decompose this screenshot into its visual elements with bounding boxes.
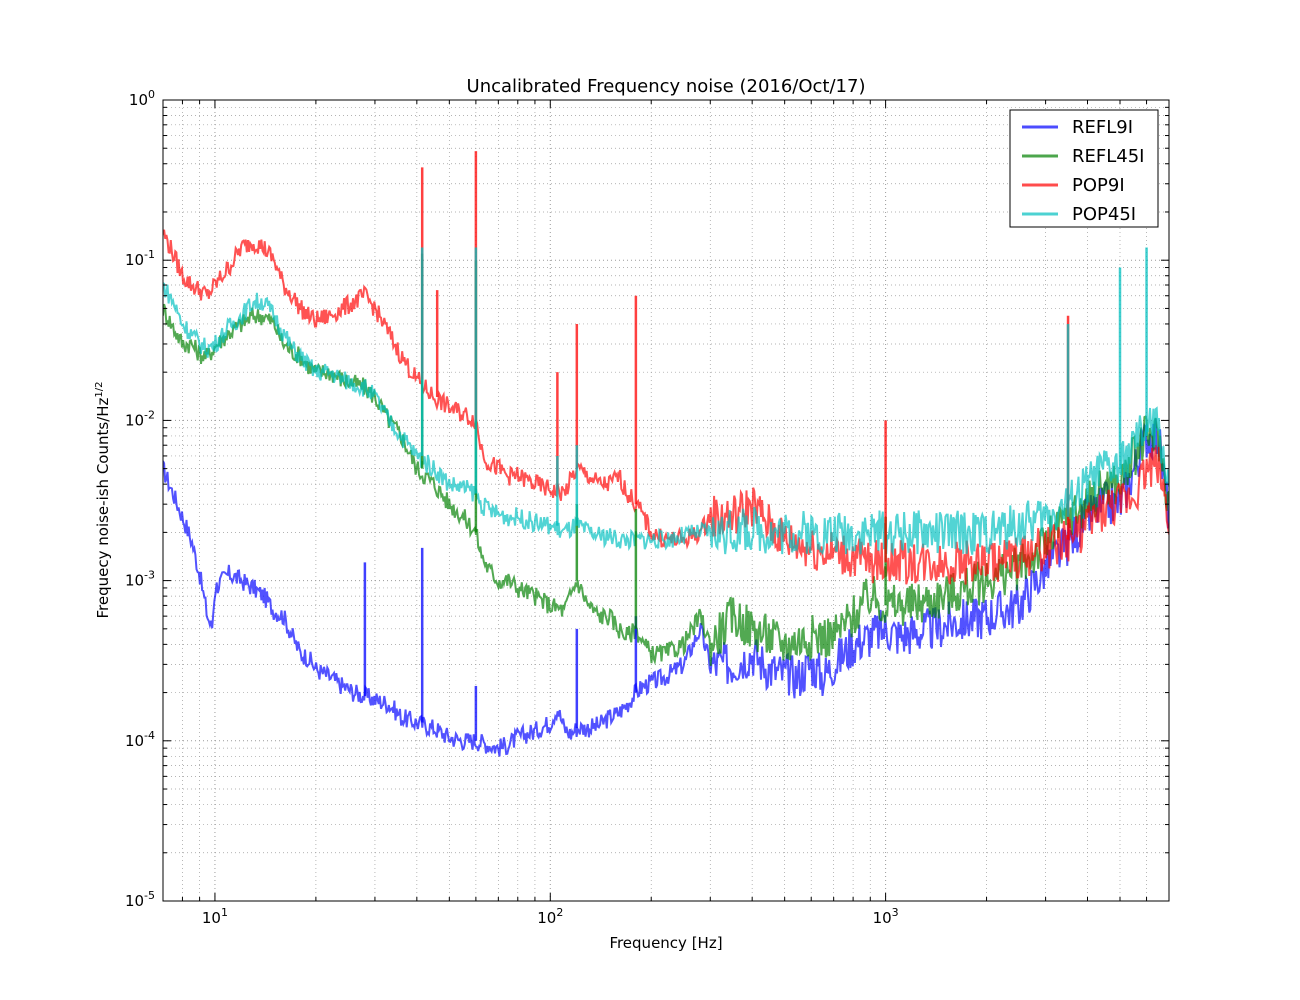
y-tick-exponent: -5: [144, 889, 155, 902]
y-tick-exponent: -4: [144, 729, 155, 742]
legend-box: [1009, 109, 1159, 228]
x-tick-base: 10: [537, 909, 556, 927]
y-tick-base: 10: [125, 251, 144, 269]
y-tick-exponent: -2: [144, 408, 155, 421]
y-tick-base: 10: [129, 91, 148, 109]
x-tick-exponent: 3: [892, 906, 899, 919]
x-axis-label: Frequency [Hz]: [609, 934, 722, 952]
series-line-pop9i: [163, 229, 1169, 585]
y-tick-exponent: -1: [144, 248, 155, 261]
y-tick-label: 10-3: [125, 569, 155, 590]
y-axis-label: Frequecy noise-ish Counts/Hz1/2: [94, 382, 112, 619]
x-tick-exponent: 2: [556, 906, 563, 919]
x-tick-exponent: 1: [221, 906, 228, 919]
legend-label-refl9i: REFL9I: [1072, 117, 1133, 138]
legend-label-pop9i: POP9I: [1072, 175, 1125, 196]
x-tick-base: 10: [873, 909, 892, 927]
y-tick-label: 10-2: [125, 408, 155, 429]
legend-label-pop45i: POP45I: [1072, 204, 1136, 225]
series-lines: [163, 151, 1169, 757]
chart-title: Uncalibrated Frequency noise (2016/Oct/1…: [467, 76, 866, 97]
x-tick-label: 101: [202, 906, 228, 927]
legend-label-refl45i: REFL45I: [1072, 146, 1144, 167]
y-tick-exponent: 0: [148, 88, 155, 101]
y-tick-base: 10: [125, 572, 144, 590]
x-tick-base: 10: [202, 909, 221, 927]
y-tick-base: 10: [125, 732, 144, 750]
y-tick-base: 10: [125, 411, 144, 429]
y-tick-label: 10-5: [125, 889, 155, 910]
x-tick-label: 103: [873, 906, 899, 927]
series-line-pop45i: [163, 282, 1169, 557]
y-tick-label: 10-1: [125, 248, 155, 269]
y-tick-base: 10: [125, 892, 144, 910]
plot-frame: [162, 99, 1170, 902]
y-axis-label-group: Frequecy noise-ish Counts/Hz1/2: [94, 382, 112, 619]
y-tick-label: 100: [129, 88, 155, 109]
legend: REFL9I REFL45I POP9I POP45I: [1009, 109, 1159, 228]
x-tick-label: 102: [537, 906, 563, 927]
y-axis-label-exponent: 1/2: [94, 382, 105, 398]
series-line-refl9i: [163, 418, 1169, 757]
y-tick-exponent: -3: [144, 569, 155, 582]
y-axis-label-text: Frequecy noise-ish Counts/Hz: [94, 397, 112, 618]
y-tick-label: 10-4: [125, 729, 155, 750]
